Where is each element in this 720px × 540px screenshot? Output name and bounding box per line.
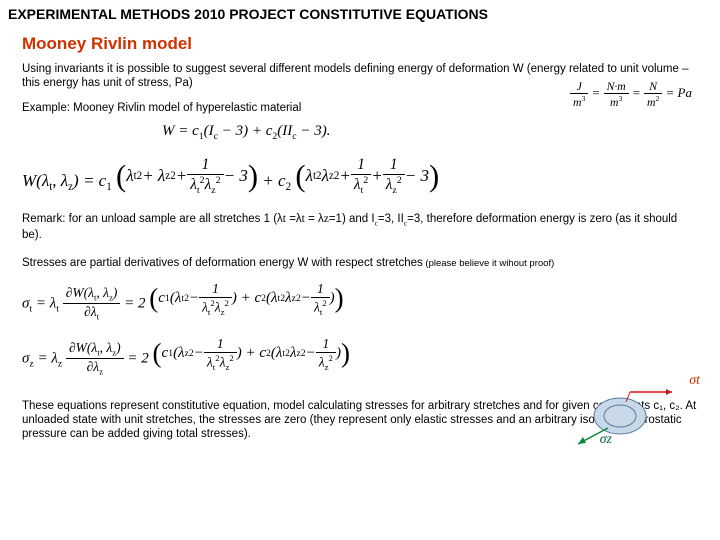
page-header: EXPERIMENTAL METHODS 2010 PROJECT CONSTI… — [8, 6, 488, 22]
equation-W-lambda: W(λt, λz) = c1 ( λt2 + λz2 + 1λt2λz2 − 3… — [0, 150, 720, 202]
equation-W: W = c1(Ic − 3) + c2(IIc − 3). — [140, 119, 720, 146]
page-subtitle: Mooney Rivlin model — [22, 34, 192, 53]
units-equation: Jm3 = N·mm3 = Nm2 = Pa — [570, 80, 692, 109]
sigma-t-label: σt — [689, 373, 700, 389]
paragraph-remark: Remark: for an unload sample are all str… — [0, 210, 720, 244]
sigma-z-label: σz — [600, 432, 612, 448]
equation-sigma-t: σt = λt ∂W(λt, λz)∂λt = 2 ( c1(λt2 − 1λt… — [0, 275, 720, 328]
stress-ellipse-diagram — [578, 380, 662, 444]
paragraph-stresses: Stresses are partial derivatives of defo… — [0, 254, 720, 272]
